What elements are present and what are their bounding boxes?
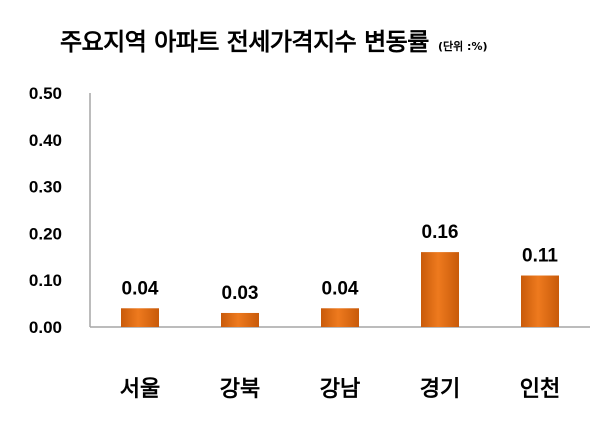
data-label: 0.03 (222, 283, 259, 304)
data-label: 0.16 (422, 222, 459, 243)
bar (121, 308, 159, 327)
bar (221, 312, 259, 327)
y-tick-label: 0.00 (29, 318, 62, 337)
data-labels: 0.04 0.03 0.04 0.16 0.11 (122, 222, 559, 304)
chart-title: 주요지역 아파트 전세가격지수 변동률 (60, 28, 429, 56)
x-tick-label: 강남 (320, 377, 360, 402)
data-label: 0.04 (322, 278, 359, 299)
bar-series (121, 252, 559, 327)
data-label: 0.04 (122, 278, 159, 299)
bar (521, 275, 559, 327)
data-label: 0.11 (522, 246, 558, 267)
y-tick-label: 0.20 (29, 224, 62, 243)
y-axis-ticks: 0.00 0.10 0.20 0.30 0.40 0.50 (29, 84, 62, 337)
x-tick-label: 강북 (220, 377, 260, 402)
bar (421, 252, 459, 327)
chart-title-block: 주요지역 아파트 전세가격지수 변동률 (단위 :%) (60, 22, 488, 57)
bar (321, 308, 359, 327)
x-tick-label: 경기 (420, 377, 460, 402)
x-axis-labels: 서울 강북 강남 경기 인천 (120, 377, 560, 402)
x-tick-label: 서울 (120, 377, 160, 402)
chart-unit-note: (단위 :%) (437, 40, 488, 53)
x-tick-label: 인천 (520, 377, 560, 402)
y-tick-label: 0.30 (29, 178, 62, 197)
y-tick-label: 0.10 (29, 271, 62, 290)
y-tick-label: 0.50 (29, 84, 62, 103)
y-tick-label: 0.40 (29, 131, 62, 150)
